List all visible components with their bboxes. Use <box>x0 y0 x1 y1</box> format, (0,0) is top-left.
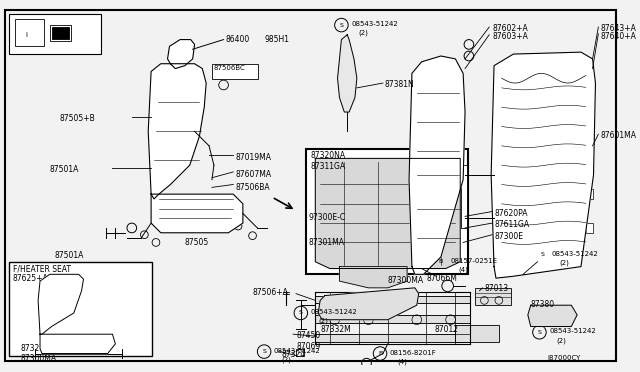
Text: 87506+A: 87506+A <box>253 288 289 297</box>
Text: 87611GA: 87611GA <box>494 220 529 229</box>
Polygon shape <box>168 39 195 68</box>
Text: F/HEATER SEAT: F/HEATER SEAT <box>13 264 71 274</box>
Polygon shape <box>40 334 115 353</box>
Text: S: S <box>299 311 303 315</box>
Bar <box>212 64 259 79</box>
Polygon shape <box>316 158 460 269</box>
Text: (2): (2) <box>359 30 369 36</box>
Text: 08157-0251E: 08157-0251E <box>451 258 497 264</box>
Text: 87066M: 87066M <box>426 274 458 283</box>
Bar <box>475 288 511 305</box>
Text: 87325+A: 87325+A <box>20 344 56 353</box>
Text: B: B <box>378 351 382 356</box>
Polygon shape <box>528 305 577 327</box>
Text: 87012: 87012 <box>434 324 458 334</box>
Text: 87625+A: 87625+A <box>13 274 49 283</box>
Text: 87311GA: 87311GA <box>310 162 346 171</box>
Bar <box>586 122 593 131</box>
Text: 86400: 86400 <box>225 35 250 44</box>
Text: S: S <box>538 330 541 335</box>
Text: 87505+B: 87505+B <box>60 114 95 123</box>
Text: 87320NA: 87320NA <box>310 151 346 160</box>
Text: B: B <box>439 259 443 264</box>
Polygon shape <box>409 56 465 274</box>
Bar <box>9 13 101 54</box>
Text: 87643+A: 87643+A <box>600 24 636 33</box>
Text: J87000CY: J87000CY <box>548 356 581 362</box>
Text: 87300E: 87300E <box>494 232 523 241</box>
Text: 87324: 87324 <box>282 350 306 359</box>
Text: 87380: 87380 <box>531 301 555 310</box>
Text: S: S <box>339 23 343 28</box>
Text: 87505: 87505 <box>185 238 209 247</box>
Text: 87501A: 87501A <box>50 165 79 174</box>
Bar <box>586 155 593 165</box>
Text: 87602+A: 87602+A <box>492 24 528 33</box>
Polygon shape <box>491 52 595 278</box>
Text: 87301MA: 87301MA <box>308 238 344 247</box>
Bar <box>461 165 467 228</box>
Text: (4): (4) <box>458 267 468 273</box>
Text: 87450: 87450 <box>296 331 320 340</box>
Bar <box>586 189 593 199</box>
Bar <box>586 93 593 102</box>
Polygon shape <box>38 274 83 334</box>
Text: 97300E-C: 97300E-C <box>308 214 346 222</box>
Text: 08543-51242: 08543-51242 <box>274 348 321 354</box>
Text: 87506BA: 87506BA <box>235 183 270 192</box>
Text: i: i <box>26 32 28 38</box>
Polygon shape <box>318 288 419 320</box>
Bar <box>456 324 499 342</box>
Bar <box>52 27 69 39</box>
Polygon shape <box>148 64 206 199</box>
Text: 08156-8201F: 08156-8201F <box>390 350 436 356</box>
Bar <box>316 296 470 303</box>
Text: 08543-51242: 08543-51242 <box>351 21 398 27</box>
Text: (4): (4) <box>397 358 407 365</box>
Polygon shape <box>339 267 407 288</box>
Text: 87300MA: 87300MA <box>20 353 57 363</box>
Text: 87013: 87013 <box>484 284 509 293</box>
Text: 08543-51242: 08543-51242 <box>552 251 599 257</box>
Bar <box>15 19 44 46</box>
Text: 87601MA: 87601MA <box>600 131 636 140</box>
Text: 87300MA: 87300MA <box>388 276 424 285</box>
Bar <box>50 25 71 41</box>
Bar <box>316 334 470 342</box>
Polygon shape <box>337 35 357 112</box>
Text: S: S <box>262 349 266 354</box>
Text: 87019MA: 87019MA <box>235 153 271 161</box>
Bar <box>586 223 593 233</box>
Text: 08543-51242: 08543-51242 <box>310 309 357 315</box>
Polygon shape <box>151 194 243 233</box>
Bar <box>306 149 468 274</box>
Text: 08543-51242: 08543-51242 <box>549 328 596 334</box>
Text: 87607MA: 87607MA <box>235 170 271 179</box>
Text: (2): (2) <box>560 260 570 266</box>
Text: 87620PA: 87620PA <box>494 209 527 218</box>
Text: 87332M: 87332M <box>320 324 351 334</box>
Bar <box>9 262 152 356</box>
Text: 87640+A: 87640+A <box>600 32 636 41</box>
Bar <box>296 349 304 356</box>
Text: 87506BC: 87506BC <box>214 65 246 71</box>
Text: 87381N: 87381N <box>385 80 415 89</box>
Text: 87501A: 87501A <box>54 251 84 260</box>
Text: 985H1: 985H1 <box>264 35 289 44</box>
Text: S: S <box>540 253 544 257</box>
Text: 87069: 87069 <box>296 342 320 351</box>
Text: (2): (2) <box>557 337 566 344</box>
Bar <box>316 315 470 323</box>
Text: (2): (2) <box>318 318 328 324</box>
Text: 87603+A: 87603+A <box>492 32 528 41</box>
Text: (2): (2) <box>282 356 291 363</box>
